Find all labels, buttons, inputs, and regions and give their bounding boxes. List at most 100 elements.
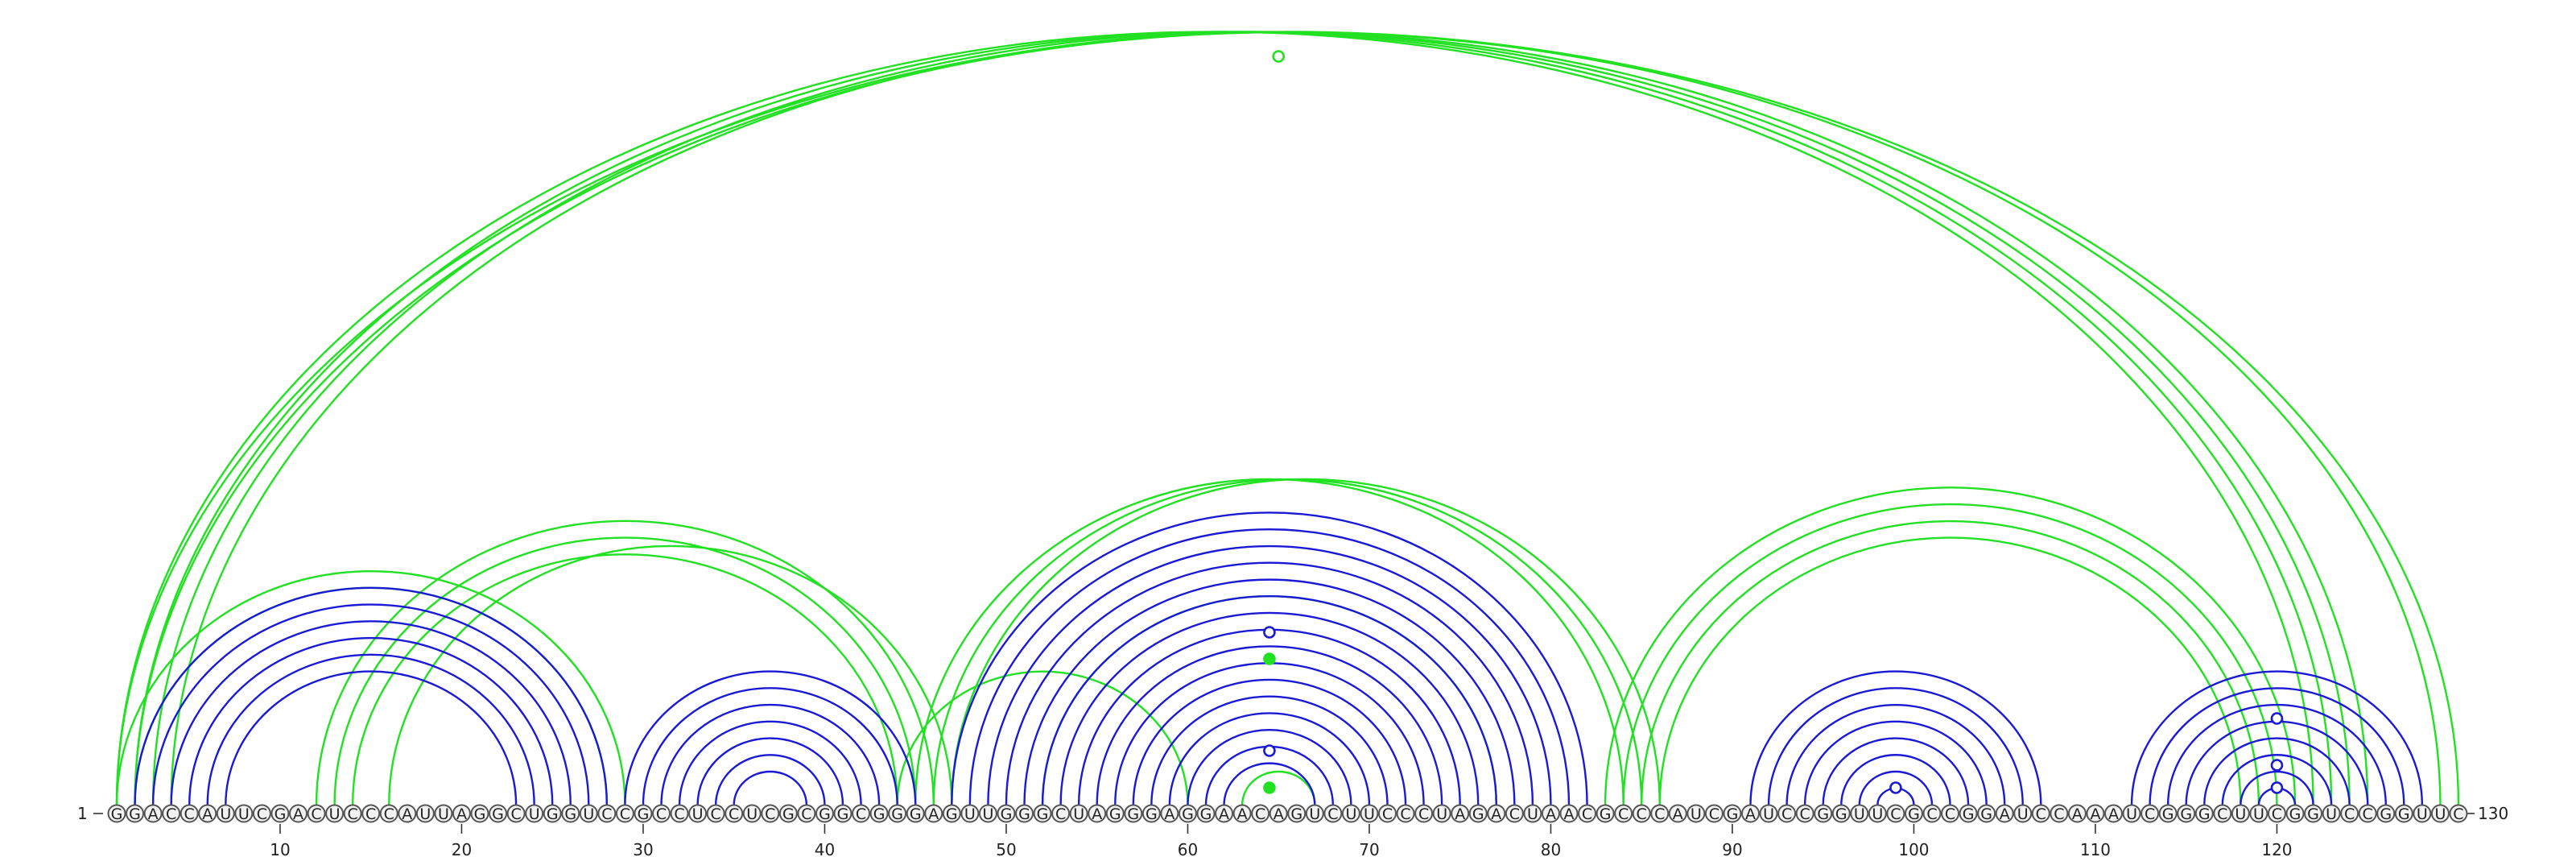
nucleotide-circle: [1160, 804, 1179, 823]
nucleotide-118: U: [2231, 804, 2250, 823]
nucleotide-circle: [1650, 804, 1670, 823]
tick-label-90: 90: [1722, 840, 1742, 857]
nucleotide-129: U: [2430, 804, 2450, 823]
nucleotide-letter: U: [1854, 805, 1865, 823]
nucleotide-letter: G: [1908, 805, 1920, 823]
nucleotide-circle: [1051, 804, 1071, 823]
nucleotide-circle: [2322, 804, 2341, 823]
nucleotide-39: C: [797, 804, 816, 823]
arc-markers: [1263, 50, 2284, 794]
nucleotide-72: C: [1396, 804, 1415, 823]
nucleotide-105: A: [1995, 804, 2014, 823]
nucleotide-circle: [126, 804, 145, 823]
nucleotide-circle: [2449, 804, 2468, 823]
nucleotide-letter: A: [1546, 805, 1556, 823]
nucleotide-letter: U: [1527, 805, 1538, 823]
nucleotide-28: C: [597, 804, 617, 823]
nucleotide-letter: G: [1001, 805, 1013, 823]
blue-arc-96-102: [1840, 754, 1951, 805]
blue-arcs: [134, 511, 2424, 805]
nucleotide-101: C: [1922, 804, 1942, 823]
nucleotide-letter: G: [2198, 805, 2211, 823]
nucleotide-circle: [1686, 804, 1706, 823]
nucleotide-letter: C: [856, 805, 866, 823]
nucleotide-circle: [1759, 804, 1778, 823]
nucleotide-circle: [470, 804, 489, 823]
nucleotide-36: U: [742, 804, 762, 823]
arc-marker-8: [2270, 759, 2284, 772]
nucleotide-letter: A: [1164, 805, 1174, 823]
nucleotide-circle: [1287, 804, 1307, 823]
blue-arc-93-105: [1785, 703, 2006, 805]
nucleotide-circle: [379, 804, 398, 823]
nucleotide-letter: C: [184, 805, 195, 823]
nucleotide-1: G: [107, 804, 126, 823]
nucleotide-circle: [960, 804, 980, 823]
nucleotide-circle: [2285, 804, 2305, 823]
nucleotide-60: G: [1178, 804, 1197, 823]
nucleotide-letter: G: [1146, 805, 1158, 823]
nucleotide-circle: [579, 804, 598, 823]
nucleotide-letter: G: [2289, 805, 2301, 823]
nucleotide-circle: [525, 804, 544, 823]
nucleotide-circle: [1033, 804, 1052, 823]
nucleotide-41: G: [833, 804, 852, 823]
green-arcs: [115, 31, 2460, 805]
nucleotide-53: C: [1051, 804, 1071, 823]
nucleotide-letter: G: [1127, 805, 1139, 823]
nucleotide-letter: A: [1274, 805, 1284, 823]
green-arc-86-118: [1658, 536, 2242, 805]
nucleotide-letter: A: [1745, 805, 1756, 823]
nucleotide-circle: [742, 804, 762, 823]
nucleotide-44: G: [888, 804, 907, 823]
nucleotide-letter: A: [1237, 805, 1248, 823]
nucleotide-25: G: [543, 804, 562, 823]
nucleotide-123: U: [2322, 804, 2341, 823]
nucleotide-104: G: [1977, 804, 1996, 823]
nucleotide-circle: [543, 804, 562, 823]
blue-arc-49-80: [987, 544, 1552, 805]
nucleotide-letter: G: [111, 805, 123, 823]
nucleotide-letter: G: [2307, 805, 2319, 823]
nucleotide-109: A: [2067, 804, 2087, 823]
nucleotide-110: A: [2086, 804, 2105, 823]
nucleotide-62: A: [1215, 804, 1234, 823]
nucleotide-66: G: [1287, 804, 1307, 823]
nucleotide-circle: [415, 804, 435, 823]
nucleotide-circle: [906, 804, 925, 823]
nucleotide-circle: [1886, 804, 1905, 823]
nucleotide-circle: [997, 804, 1016, 823]
nucleotide-letter: G: [1817, 805, 1829, 823]
nucleotide-58: G: [1141, 804, 1161, 823]
green-arc-1-130: [115, 31, 2460, 805]
nucleotide-circle: [343, 804, 362, 823]
nucleotide-circle: [1904, 804, 1923, 823]
nucleotide-circle: [162, 804, 181, 823]
nucleotide-letter: G: [946, 805, 958, 823]
nucleotide-circle: [1141, 804, 1161, 823]
nucleotide-letter: G: [891, 805, 903, 823]
blue-arc-29-45: [624, 670, 917, 805]
nucleotide-letter: U: [1309, 805, 1320, 823]
nucleotide-51: G: [1015, 804, 1034, 823]
end-label: 130: [2478, 804, 2508, 823]
nucleotide-letter: G: [1980, 805, 1992, 823]
blue-arc-114-126: [2166, 703, 2387, 805]
nucleotide-circle: [615, 804, 634, 823]
green-arc-85-119: [1641, 520, 2260, 805]
nucleotide-circle: [1232, 804, 1252, 823]
nucleotide-circle: [325, 804, 345, 823]
nucleotide-circle: [942, 804, 961, 823]
tick-label-120: 120: [2261, 840, 2292, 857]
nucleotide-91: A: [1741, 804, 1760, 823]
nucleotide-circle: [2358, 804, 2377, 823]
nucleotide-circle: [688, 804, 708, 823]
nucleotide-32: C: [670, 804, 689, 823]
nucleotide-31: C: [652, 804, 671, 823]
nucleotide-circle: [1977, 804, 1996, 823]
nucleotide-letter: G: [129, 805, 141, 823]
nucleotide-circle: [252, 804, 271, 823]
tick-label-60: 60: [1178, 840, 1198, 857]
nucleotide-letter: C: [1926, 805, 1937, 823]
